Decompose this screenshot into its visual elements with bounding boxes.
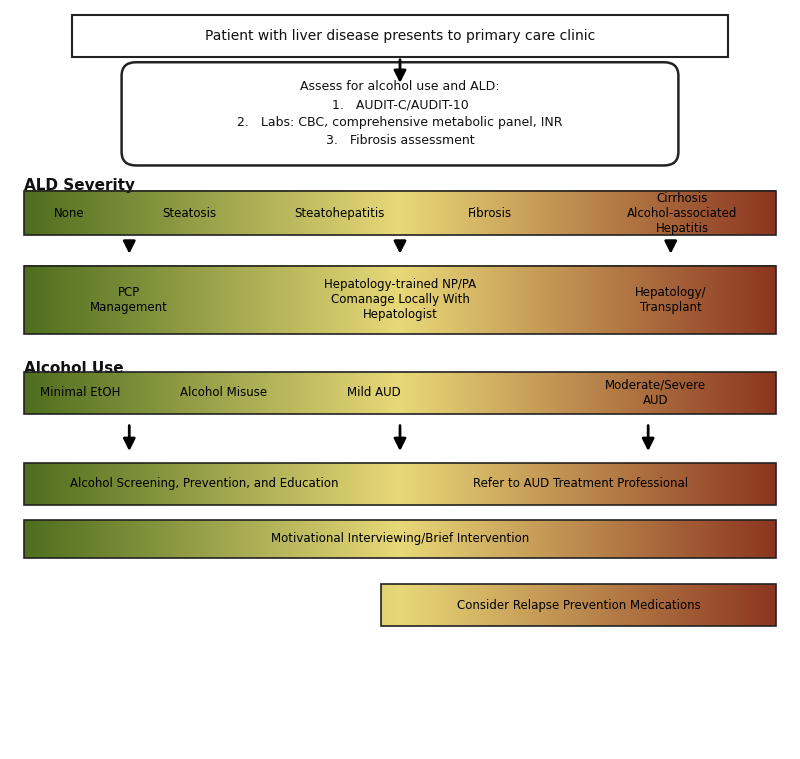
FancyBboxPatch shape bbox=[122, 62, 678, 165]
Text: Steatosis: Steatosis bbox=[162, 206, 217, 220]
Bar bbox=[24, 520, 776, 558]
Text: Patient with liver disease presents to primary care clinic: Patient with liver disease presents to p… bbox=[205, 29, 595, 43]
Text: Alcohol Misuse: Alcohol Misuse bbox=[180, 386, 267, 399]
Text: Fibrosis: Fibrosis bbox=[468, 206, 512, 220]
Text: ALD Severity: ALD Severity bbox=[24, 178, 135, 193]
Text: Hepatology-trained NP/PA
Comanage Locally With
Hepatologist: Hepatology-trained NP/PA Comanage Locall… bbox=[324, 279, 476, 321]
Text: Motivational Interviewing/Brief Intervention: Motivational Interviewing/Brief Interven… bbox=[271, 532, 529, 546]
Bar bbox=[381, 584, 776, 626]
Text: PCP
Management: PCP Management bbox=[90, 286, 168, 313]
Text: Assess for alcohol use and ALD:
1.   AUDIT-C/AUDIT-10
2.   Labs: CBC, comprehens: Assess for alcohol use and ALD: 1. AUDIT… bbox=[238, 80, 562, 147]
Text: Minimal EtOH: Minimal EtOH bbox=[40, 386, 121, 399]
Bar bbox=[24, 191, 776, 235]
Bar bbox=[24, 463, 776, 505]
Text: Mild AUD: Mild AUD bbox=[347, 386, 401, 399]
Text: Moderate/Severe
AUD: Moderate/Severe AUD bbox=[605, 379, 706, 407]
Text: Alcohol Use: Alcohol Use bbox=[24, 361, 124, 376]
Text: Alcohol Screening, Prevention, and Education: Alcohol Screening, Prevention, and Educa… bbox=[70, 477, 338, 490]
Bar bbox=[72, 15, 728, 57]
Text: Cirrhosis
Alcohol-associated
Hepatitis: Cirrhosis Alcohol-associated Hepatitis bbox=[627, 192, 737, 235]
Text: Refer to AUD Treatment Professional: Refer to AUD Treatment Professional bbox=[473, 477, 688, 490]
Text: Steatohepatitis: Steatohepatitis bbox=[294, 206, 385, 220]
Bar bbox=[24, 266, 776, 334]
Text: None: None bbox=[54, 206, 85, 220]
Text: Hepatology/
Transplant: Hepatology/ Transplant bbox=[635, 286, 706, 313]
Bar bbox=[24, 372, 776, 414]
Text: Consider Relapse Prevention Medications: Consider Relapse Prevention Medications bbox=[457, 599, 701, 612]
